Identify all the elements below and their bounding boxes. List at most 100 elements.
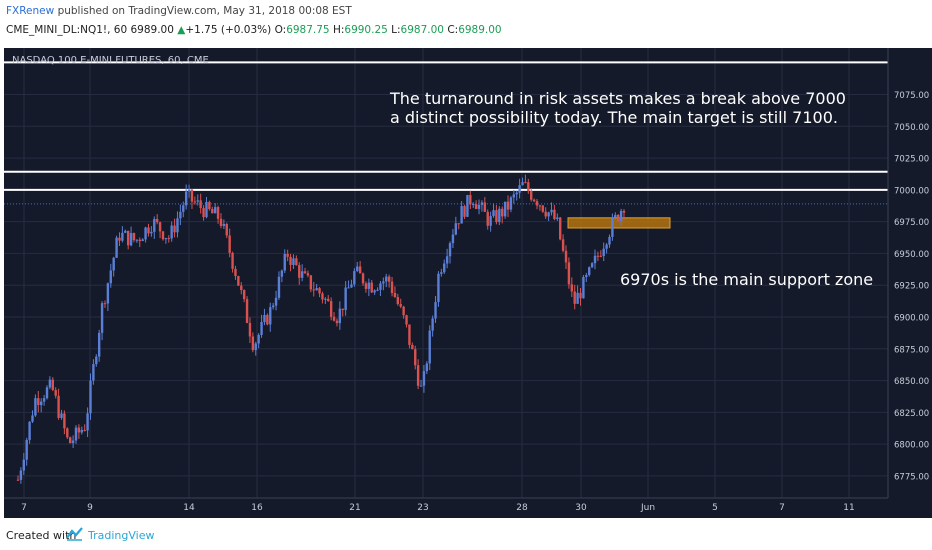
chart-title: NASDAQ 100 E-MINI FUTURES, 60, CME	[12, 55, 209, 66]
x-tick-label: 7	[21, 503, 27, 513]
candle-body	[248, 322, 252, 337]
up-arrow-icon: ▲	[177, 24, 186, 36]
candle-body	[135, 239, 139, 241]
candle-body	[309, 275, 313, 290]
candle-body	[173, 225, 176, 233]
candle-body	[234, 268, 237, 276]
candle-body	[115, 237, 118, 258]
candle-body	[199, 200, 202, 209]
candle-body	[106, 283, 110, 304]
candle-body	[274, 297, 278, 306]
candle-body	[402, 306, 405, 316]
candle-body	[213, 207, 217, 214]
candle-body	[416, 365, 420, 386]
candle-body	[605, 244, 608, 249]
candle-body	[474, 204, 478, 209]
candle-body	[431, 318, 434, 331]
candle-body	[611, 217, 614, 237]
candle-body	[16, 479, 20, 481]
candle-body	[129, 233, 133, 246]
candle-body	[303, 271, 307, 274]
candle-body	[599, 255, 603, 257]
candle-body	[176, 218, 179, 233]
candle-body	[448, 243, 452, 257]
chart-area[interactable]: 7100.257014.257000.006989.00 6775.006800…	[4, 48, 932, 518]
candle-body	[451, 234, 455, 244]
candle-body	[158, 222, 162, 232]
candle-body	[390, 281, 394, 294]
candle-body	[318, 288, 321, 294]
last-price: 6989.00	[130, 24, 174, 36]
close-value: 6989.00	[458, 24, 502, 36]
candle-body	[437, 273, 440, 303]
candle-body	[167, 238, 170, 240]
candle-body	[121, 232, 124, 241]
candle-body	[329, 301, 333, 317]
candle-body	[312, 289, 315, 291]
x-tick-label: 23	[417, 503, 428, 513]
candle-body	[425, 363, 429, 372]
candle-body	[483, 202, 487, 212]
tradingview-brand-link[interactable]: TradingView	[88, 529, 155, 542]
candle-body	[376, 289, 379, 291]
candle-body	[306, 273, 310, 276]
x-tick-label: 9	[87, 503, 93, 513]
candle-body	[399, 304, 402, 307]
candle-body	[286, 253, 289, 257]
price-chart[interactable]: 7100.257014.257000.006989.00 6775.006800…	[4, 48, 932, 518]
candle-body	[54, 389, 57, 396]
candle-body	[422, 371, 426, 386]
candle-body	[155, 218, 159, 223]
candle-body	[138, 239, 141, 242]
candle-body	[60, 413, 63, 418]
candle-body	[161, 231, 165, 240]
candle-body	[460, 206, 463, 224]
candle-body	[48, 379, 52, 388]
candle-body	[332, 316, 336, 321]
candle-body	[25, 439, 28, 460]
candle-body	[515, 192, 518, 195]
candle-body	[103, 303, 107, 305]
candle-body	[396, 297, 400, 305]
candle-body	[367, 282, 371, 289]
candle-body	[405, 315, 408, 325]
candle-body	[100, 303, 104, 333]
candle-body	[22, 459, 25, 471]
candle-body	[469, 195, 472, 205]
candle-body	[298, 265, 301, 278]
candle-body	[370, 282, 373, 293]
candle-body	[66, 428, 69, 438]
candle-body	[182, 205, 185, 212]
candle-body	[338, 308, 342, 324]
candle-body	[350, 284, 353, 288]
y-tick-label: 6975.00	[894, 218, 929, 228]
candle-body	[358, 266, 362, 274]
y-tick-label: 6850.00	[894, 377, 929, 387]
candle-body	[480, 202, 484, 205]
candle-body	[512, 194, 516, 198]
candle-body	[564, 250, 568, 263]
candle-body	[118, 237, 121, 241]
candle-body	[489, 216, 492, 226]
published-text: published on TradingView.com, May 31, 20…	[54, 5, 352, 17]
candle-body	[408, 324, 411, 345]
publish-info: FXRenew published on TradingView.com, Ma…	[6, 5, 352, 17]
low-value: 6987.00	[400, 24, 444, 36]
candle-body	[588, 267, 591, 276]
x-tick-label: 7	[779, 503, 785, 513]
candle-body	[498, 208, 501, 223]
candle-body	[440, 272, 443, 274]
candle-body	[559, 217, 562, 240]
author-link[interactable]: FXRenew	[6, 5, 55, 17]
candle-body	[97, 332, 101, 357]
y-tick-label: 7025.00	[894, 155, 929, 165]
y-tick-label: 7075.00	[894, 91, 929, 101]
candle-body	[83, 429, 86, 431]
candle-body	[585, 275, 588, 277]
candle-body	[193, 201, 197, 203]
candle-body	[393, 293, 397, 298]
candle-body	[341, 308, 344, 310]
low-label: L:	[391, 24, 401, 36]
candle-body	[266, 315, 269, 325]
candle-body	[57, 395, 60, 418]
